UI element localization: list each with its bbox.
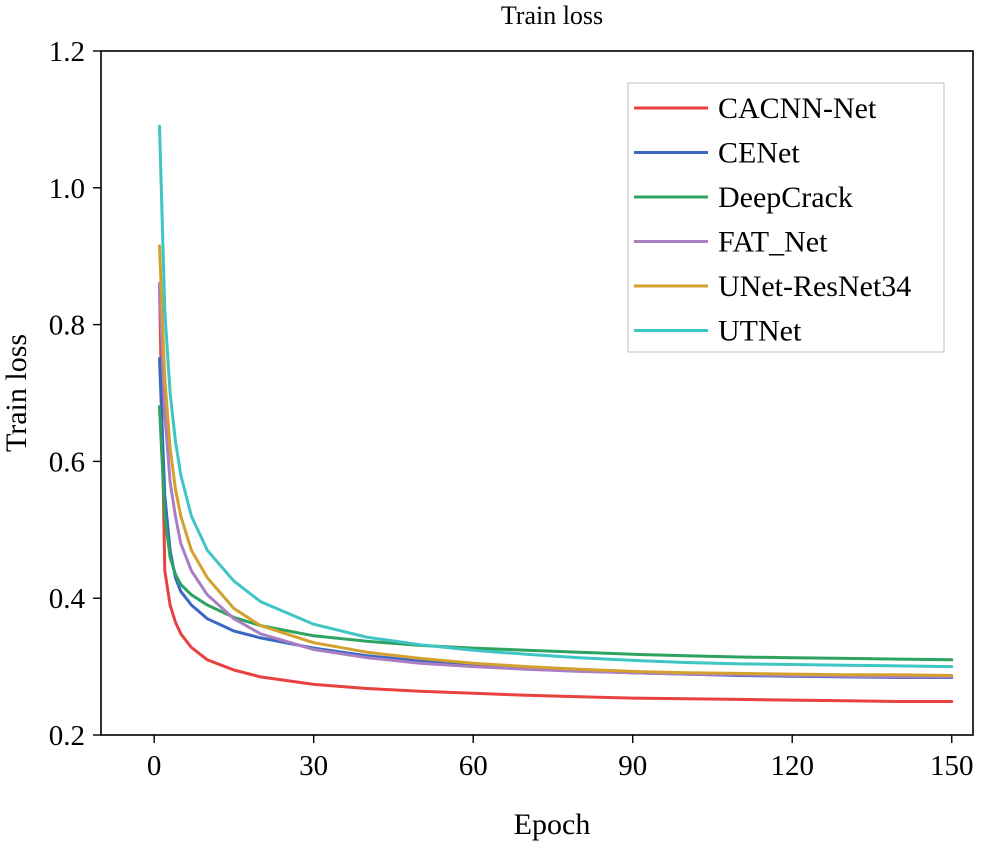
y-axis-ticks: 0.2 0.4 0.6 0.8 1.0 1.2 [49, 36, 101, 752]
series-line-unet-resnet34 [158, 244, 954, 677]
chart-title: Train loss [501, 1, 603, 30]
y-tick-label: 0.4 [49, 583, 86, 615]
x-axis-label: Epoch [514, 808, 591, 841]
legend-label: CENet [718, 137, 800, 170]
x-tick-label: 0 [147, 750, 162, 782]
legend-label: CACNN-Net [718, 92, 877, 125]
x-tick-label: 60 [459, 750, 488, 782]
x-tick-label: 30 [299, 750, 328, 782]
axes-frame [100, 50, 974, 736]
legend-label: UNet-ResNet34 [718, 270, 911, 303]
series-line-cacnn-net [158, 282, 954, 703]
y-tick-label: 0.8 [49, 310, 85, 342]
legend-label: DeepCrack [718, 181, 853, 214]
y-tick-label: 1.2 [49, 36, 85, 68]
legend-label: FAT_Net [718, 226, 828, 259]
x-tick-label: 90 [618, 750, 647, 782]
legend-box [627, 82, 945, 353]
y-axis-label: Train loss [0, 334, 33, 452]
y-tick-label: 1.0 [49, 173, 85, 205]
series-layer [158, 124, 954, 703]
series-line-deepcrack [158, 405, 954, 662]
x-tick-label: 120 [770, 750, 814, 782]
series-line-utnet [158, 124, 954, 669]
x-axis-ticks: 0 30 60 90 120 150 [147, 735, 974, 782]
legend: CACNN-Net CENet DeepCrack FAT_Net UNet-ResNe… [627, 82, 945, 353]
y-tick-label: 0.2 [49, 720, 85, 752]
x-tick-label: 150 [930, 750, 974, 782]
y-tick-label: 0.6 [49, 446, 85, 478]
legend-label: UTNet [718, 315, 802, 348]
